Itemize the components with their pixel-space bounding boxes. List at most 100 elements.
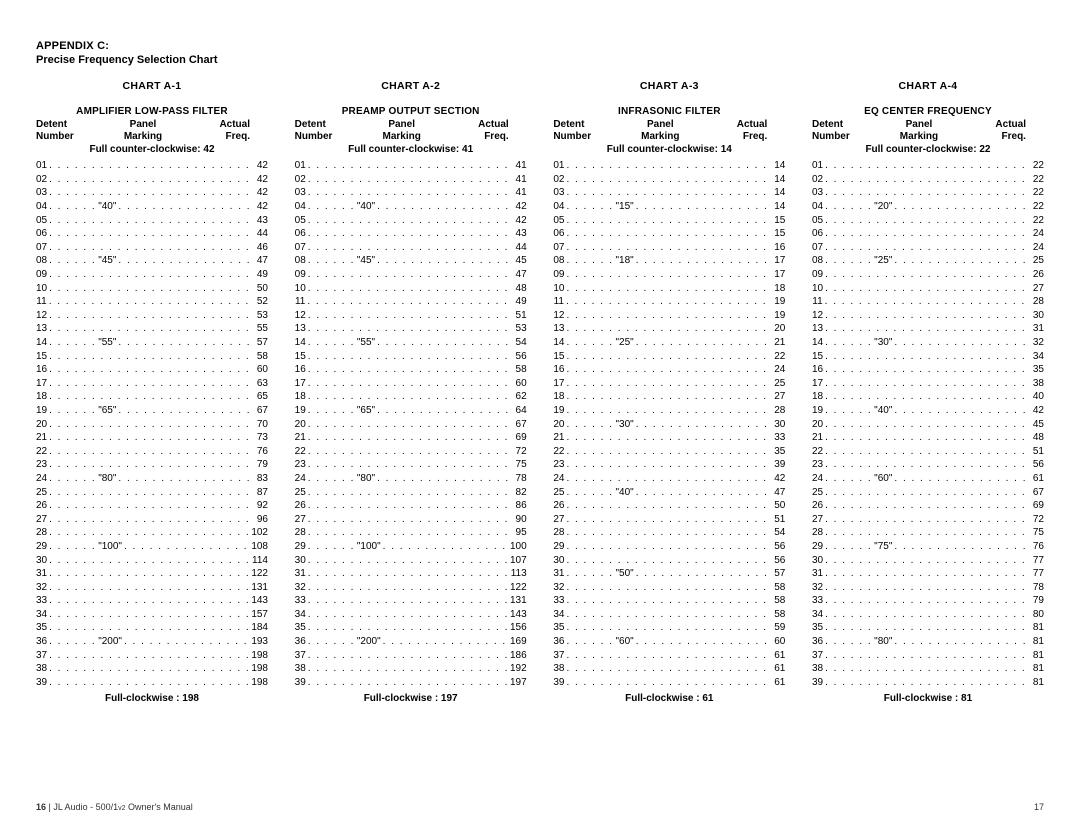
table-row: 02. . . . . . . . . . . . . . . . . . . … bbox=[295, 173, 527, 187]
actual-freq: 78 bbox=[1025, 582, 1044, 593]
detent-number: 36 bbox=[553, 636, 566, 647]
actual-freq: 22 bbox=[767, 351, 786, 362]
leader-dots: . . . . . . . . . . . . . . . . . . . . … bbox=[825, 269, 1025, 280]
leader-dots: . . . . . . . . . . . . . . . . . . . . … bbox=[118, 473, 251, 484]
panel-marking: "20" bbox=[872, 201, 894, 212]
actual-freq: 54 bbox=[767, 527, 786, 538]
leader-dots: . . . . . . . . . . . . . . . . . . . . … bbox=[308, 228, 508, 239]
leader-dots: . . . . . . . . . . . . . . . . . . . . … bbox=[825, 514, 1025, 525]
leader-dots: . . . . . . bbox=[566, 419, 613, 430]
actual-freq: 14 bbox=[769, 201, 786, 212]
table-row: 13. . . . . . . . . . . . . . . . . . . … bbox=[295, 322, 527, 336]
table-row: 08. . . . . . "45". . . . . . . . . . . … bbox=[295, 254, 527, 268]
leader-dots: . . . . . . . . . . . . . . . . . . . . … bbox=[825, 650, 1025, 661]
leader-dots: . . . . . . . . . . . . . . . . . . . . … bbox=[825, 378, 1025, 389]
detent-number: 19 bbox=[36, 405, 49, 416]
actual-freq: 63 bbox=[249, 378, 268, 389]
detent-number: 25 bbox=[812, 487, 825, 498]
leader-dots: . . . . . . . . . . . . . . . . . . . . … bbox=[566, 582, 766, 593]
panel-marking: "80" bbox=[872, 636, 894, 647]
chart-header-row1: DetentPanelActual bbox=[295, 119, 527, 131]
leader-dots: . . . . . . . . . . . . . . . . . . . . … bbox=[566, 215, 766, 226]
detent-number: 31 bbox=[36, 568, 49, 579]
footer-brand: JL Audio - 500/1 bbox=[53, 802, 118, 812]
actual-freq: 47 bbox=[251, 255, 268, 266]
detent-number: 37 bbox=[553, 650, 566, 661]
actual-freq: 108 bbox=[249, 541, 268, 552]
leader-dots: . . . . . . . . . . . . . . . . . . . . … bbox=[308, 187, 508, 198]
table-row: 30. . . . . . . . . . . . . . . . . . . … bbox=[36, 553, 268, 567]
leader-dots: . . . . . . . . . . . . . . . . . . . . … bbox=[825, 228, 1025, 239]
chart-title: CHART A-1 bbox=[36, 80, 268, 92]
detent-number: 14 bbox=[553, 337, 566, 348]
detent-number: 21 bbox=[553, 432, 566, 443]
chart-title: CHART A-2 bbox=[295, 80, 527, 92]
detent-number: 11 bbox=[36, 296, 49, 307]
detent-number: 10 bbox=[295, 283, 308, 294]
leader-dots: . . . . . . . . . . . . . . . . . . . . … bbox=[825, 160, 1025, 171]
table-row: 24. . . . . . . . . . . . . . . . . . . … bbox=[553, 472, 785, 486]
table-row: 07. . . . . . . . . . . . . . . . . . . … bbox=[295, 241, 527, 255]
detent-number: 14 bbox=[295, 337, 308, 348]
chart-header-row1: DetentPanelActual bbox=[36, 119, 268, 131]
leader-dots: . . . . . . . . . . . . . . . . . . . . … bbox=[894, 636, 1027, 647]
leader-dots: . . . . . . bbox=[308, 636, 355, 647]
leader-dots: . . . . . . . . . . . . . . . . . . . . … bbox=[308, 568, 508, 579]
table-row: 12. . . . . . . . . . . . . . . . . . . … bbox=[812, 309, 1044, 323]
leader-dots: . . . . . . . . . . . . . . . . . . . . … bbox=[566, 391, 766, 402]
table-row: 20. . . . . . . . . . . . . . . . . . . … bbox=[36, 417, 268, 431]
table-row: 25. . . . . . . . . . . . . . . . . . . … bbox=[36, 485, 268, 499]
table-row: 31. . . . . . . . . . . . . . . . . . . … bbox=[36, 567, 268, 581]
leader-dots: . . . . . . . . . . . . . . . . . . . . … bbox=[825, 323, 1025, 334]
leader-dots: . . . . . . . . . . . . . . . . . . . . … bbox=[118, 405, 251, 416]
actual-freq: 61 bbox=[767, 663, 786, 674]
actual-freq: 14 bbox=[767, 174, 786, 185]
panel-marking: "50" bbox=[614, 568, 636, 579]
leader-dots: . . . . . . . . . . . . . . . . . . . . … bbox=[825, 663, 1025, 674]
table-row: 29. . . . . . . . . . . . . . . . . . . … bbox=[553, 540, 785, 554]
table-row: 39. . . . . . . . . . . . . . . . . . . … bbox=[36, 676, 268, 690]
detent-number: 20 bbox=[812, 419, 825, 430]
actual-freq: 81 bbox=[1025, 622, 1044, 633]
leader-dots: . . . . . . . . . . . . . . . . . . . . … bbox=[308, 500, 508, 511]
table-row: 38. . . . . . . . . . . . . . . . . . . … bbox=[36, 662, 268, 676]
panel-marking: "30" bbox=[614, 419, 636, 430]
leader-dots: . . . . . . . . . . . . . . . . . . . . … bbox=[49, 650, 249, 661]
leader-dots: . . . . . . . . . . . . . . . . . . . . … bbox=[49, 432, 249, 443]
table-row: 25. . . . . . . . . . . . . . . . . . . … bbox=[812, 485, 1044, 499]
actual-freq: 26 bbox=[1025, 269, 1044, 280]
detent-number: 09 bbox=[553, 269, 566, 280]
actual-freq: 81 bbox=[1025, 677, 1044, 688]
actual-freq: 156 bbox=[508, 622, 527, 633]
detent-number: 27 bbox=[812, 514, 825, 525]
leader-dots: . . . . . . . . . . . . . . . . . . . . … bbox=[636, 337, 769, 348]
actual-freq: 31 bbox=[1025, 323, 1044, 334]
leader-dots: . . . . . . . . . . . . . . . . . . . . … bbox=[377, 201, 510, 212]
footer-tail: Owner's Manual bbox=[126, 802, 193, 812]
table-row: 03. . . . . . . . . . . . . . . . . . . … bbox=[295, 186, 527, 200]
actual-freq: 92 bbox=[249, 500, 268, 511]
table-row: 37. . . . . . . . . . . . . . . . . . . … bbox=[295, 648, 527, 662]
table-row: 20. . . . . . . . . . . . . . . . . . . … bbox=[295, 417, 527, 431]
leader-dots: . . . . . . bbox=[49, 201, 96, 212]
actual-freq: 51 bbox=[767, 514, 786, 525]
table-row: 01. . . . . . . . . . . . . . . . . . . … bbox=[812, 159, 1044, 173]
table-row: 19. . . . . . . . . . . . . . . . . . . … bbox=[553, 404, 785, 418]
detent-number: 08 bbox=[812, 255, 825, 266]
chart-header-row1: DetentPanelActual bbox=[812, 119, 1044, 131]
leader-dots: . . . . . . bbox=[566, 636, 613, 647]
leader-dots: . . . . . . . . . . . . . . . . . . . . … bbox=[825, 351, 1025, 362]
table-row: 05. . . . . . . . . . . . . . . . . . . … bbox=[553, 213, 785, 227]
leader-dots: . . . . . . . . . . . . . . . . . . . . … bbox=[636, 636, 769, 647]
actual-freq: 22 bbox=[1025, 187, 1044, 198]
table-row: 05. . . . . . . . . . . . . . . . . . . … bbox=[295, 213, 527, 227]
detent-number: 39 bbox=[36, 677, 49, 688]
table-row: 35. . . . . . . . . . . . . . . . . . . … bbox=[812, 621, 1044, 635]
table-row: 15. . . . . . . . . . . . . . . . . . . … bbox=[812, 349, 1044, 363]
table-row: 36. . . . . . "200". . . . . . . . . . .… bbox=[36, 635, 268, 649]
actual-freq: 77 bbox=[1025, 568, 1044, 579]
table-row: 02. . . . . . . . . . . . . . . . . . . … bbox=[553, 173, 785, 187]
leader-dots: . . . . . . . . . . . . . . . . . . . . … bbox=[49, 595, 249, 606]
leader-dots: . . . . . . . . . . . . . . . . . . . . … bbox=[49, 527, 249, 538]
actual-freq: 14 bbox=[767, 187, 786, 198]
